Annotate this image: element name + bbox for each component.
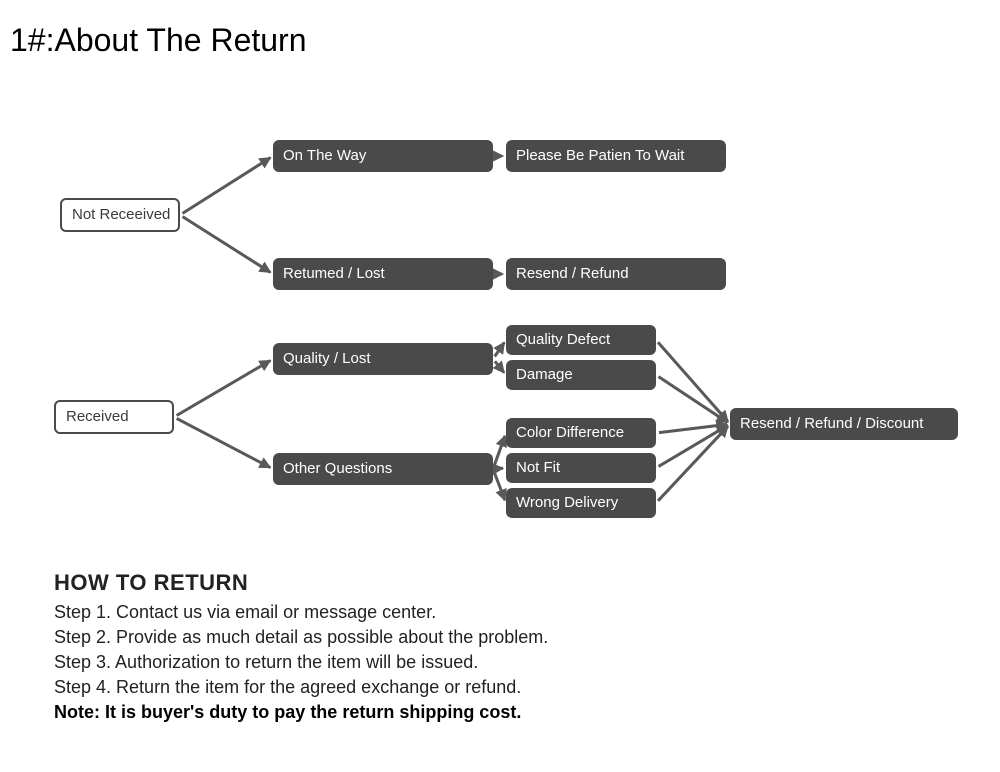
- flow-node-returned_lost: Retumed / Lost: [273, 258, 493, 290]
- flow-edge-damage-rrr: [659, 377, 728, 423]
- flow-edge-other_q-color_diff: [494, 436, 505, 466]
- flow-node-color_diff: Color Difference: [506, 418, 656, 448]
- flow-node-quality_defect: Quality Defect: [506, 325, 656, 355]
- flow-edge-color_diff-rrr: [659, 424, 727, 432]
- how-to-step-1: Step 1. Contact us via email or message …: [54, 602, 954, 623]
- flow-node-received: Received: [54, 400, 174, 434]
- flow-node-wrong_deliv: Wrong Delivery: [506, 488, 656, 518]
- flow-node-not_fit: Not Fit: [506, 453, 656, 483]
- flow-edge-quality_lost-quality_defect: [495, 342, 505, 356]
- flow-node-damage: Damage: [506, 360, 656, 390]
- flow-edge-wrong_deliv-rrr: [658, 426, 728, 501]
- flow-edge-quality_defect-rrr: [658, 342, 728, 421]
- flow-edge-received-quality_lost: [177, 361, 271, 416]
- flow-node-rrr: Resend / Refund / Discount: [730, 408, 958, 440]
- flow-edge-not_received-on_the_way: [183, 158, 271, 214]
- how-to-step-3: Step 3. Authorization to return the item…: [54, 652, 954, 673]
- flow-edge-received-other_q: [177, 418, 271, 467]
- how-to-step-4: Step 4. Return the item for the agreed e…: [54, 677, 954, 698]
- flowchart-edges: [0, 0, 1000, 560]
- flow-edge-quality_lost-damage: [495, 361, 504, 372]
- how-to-return-note: Note: It is buyer's duty to pay the retu…: [54, 702, 954, 723]
- flow-node-on_the_way: On The Way: [273, 140, 493, 172]
- how-to-return-steps: Step 1. Contact us via email or message …: [54, 602, 954, 698]
- flow-edge-other_q-wrong_deliv: [494, 472, 505, 500]
- flowchart-container: Not Receeived On The Way Please Be Patien …: [0, 0, 1000, 560]
- how-to-return-section: HOW TO RETURN Step 1. Contact us via ema…: [54, 570, 954, 723]
- flow-edge-not_fit-rrr: [659, 426, 728, 467]
- flow-node-quality_lost: Quality / Lost: [273, 343, 493, 375]
- flow-node-resend_refund: Resend / Refund: [506, 258, 726, 290]
- page: 1#:About The Return Not ReceeivedOn The …: [0, 0, 1000, 772]
- flow-node-other_q: Other Questions: [273, 453, 493, 485]
- flow-edge-other_q-not_fit: [496, 468, 503, 469]
- flow-node-not_received: Not Receeived: [60, 198, 180, 232]
- flow-edge-not_received-returned_lost: [183, 217, 271, 273]
- flow-node-patient: Please Be Patien To Wait: [506, 140, 726, 172]
- how-to-return-heading: HOW TO RETURN: [54, 570, 954, 596]
- how-to-step-2: Step 2. Provide as much detail as possib…: [54, 627, 954, 648]
